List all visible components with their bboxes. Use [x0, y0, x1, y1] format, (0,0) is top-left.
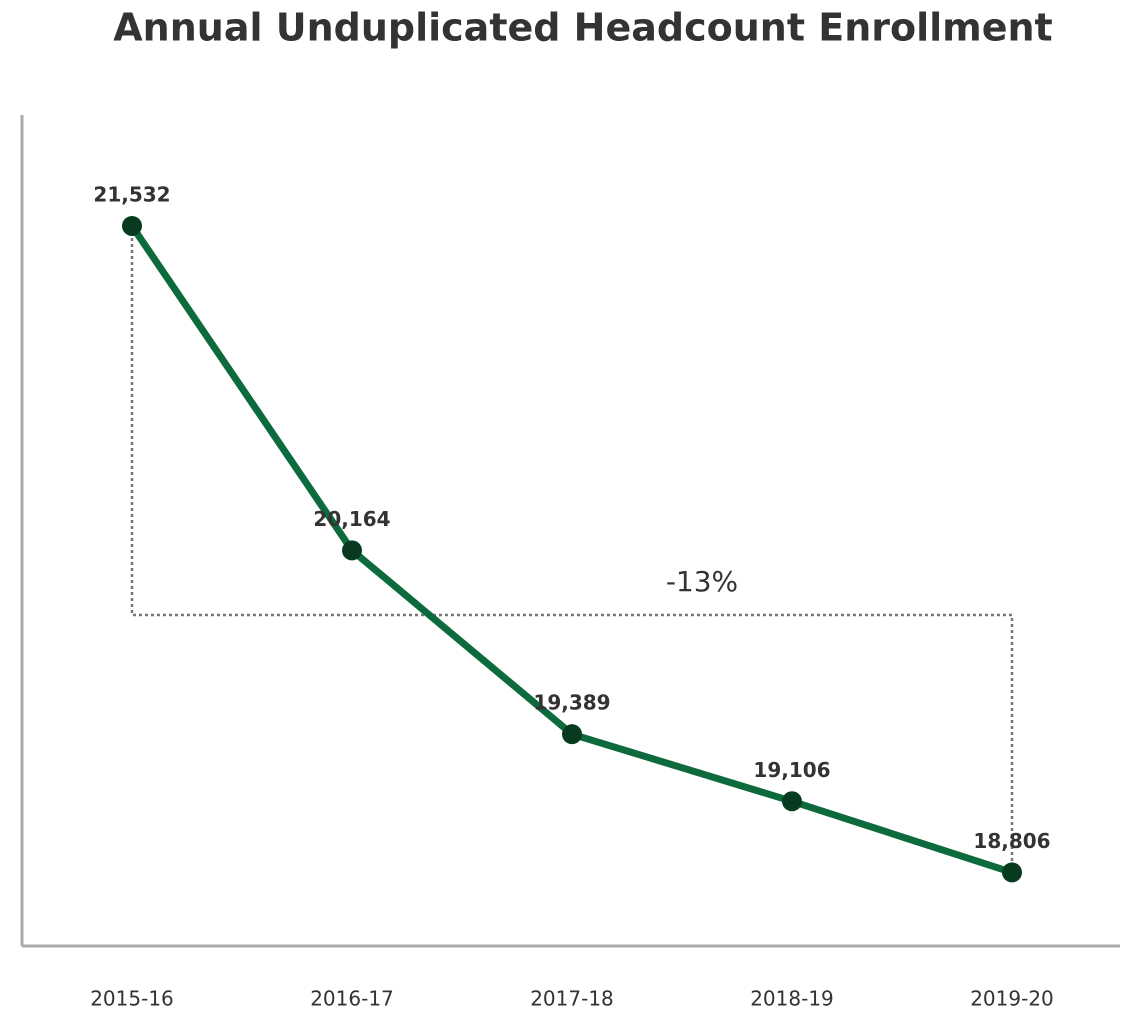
x-tick-label: 2015-16: [90, 987, 174, 1011]
chart-title: Annual Unduplicated Headcount Enrollment: [113, 6, 1052, 50]
x-tick-label: 2019-20: [970, 987, 1054, 1011]
data-label: 19,389: [533, 691, 610, 715]
data-label: 21,532: [93, 182, 170, 206]
point: [562, 724, 582, 745]
line: [129, 224, 1014, 876]
x-tick-label: 2017-18: [530, 987, 614, 1011]
point: [1002, 862, 1022, 883]
data-label: 18,806: [973, 829, 1050, 853]
point: [122, 215, 142, 236]
point: [342, 540, 362, 561]
data-label: 19,106: [753, 758, 830, 782]
data-label: 20,164: [313, 507, 390, 531]
point: [782, 791, 802, 812]
annotation: -13%: [666, 565, 738, 598]
x-tick-label: 2016-17: [310, 987, 394, 1011]
change-bracket: [130, 225, 1014, 873]
x-tick-label: 2018-19: [750, 987, 834, 1011]
